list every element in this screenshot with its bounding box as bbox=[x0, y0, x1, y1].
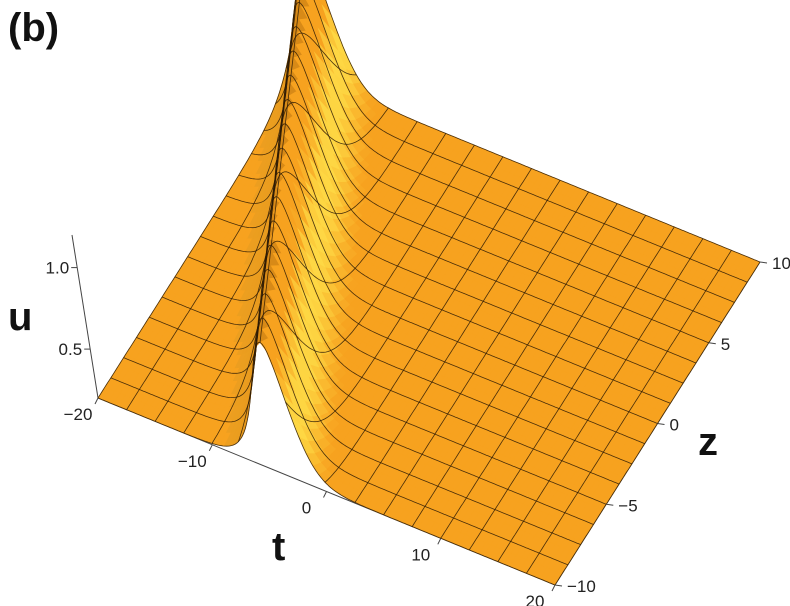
mesh-line-constant-t bbox=[97, 20, 295, 399]
mesh-line-constant-t bbox=[354, 179, 561, 503]
z-tick-mark bbox=[606, 503, 614, 506]
z-tick-label: 10 bbox=[772, 254, 790, 273]
t-axis-title: t bbox=[272, 525, 285, 569]
ridge-crest-line bbox=[259, 0, 301, 343]
u-tick-label: 0.5 bbox=[59, 340, 83, 359]
u-tick-label: 1.0 bbox=[46, 259, 70, 278]
panel-label: (b) bbox=[8, 6, 60, 50]
mesh-line-constant-t bbox=[238, 133, 447, 442]
t-axis-ticks: −20 −10 0 10 20 bbox=[64, 397, 556, 606]
t-tick-label: −20 bbox=[64, 405, 93, 424]
t-tick-mark bbox=[208, 444, 213, 452]
z-tick-label: −10 bbox=[567, 577, 596, 596]
t-tick-mark bbox=[323, 491, 327, 498]
mesh-line-constant-t bbox=[324, 168, 532, 483]
mesh-line-constant-t bbox=[211, 121, 418, 444]
t-tick-label: 0 bbox=[302, 499, 311, 518]
z-tick-mark bbox=[657, 423, 665, 425]
mesh-line-constant-t bbox=[252, 144, 475, 366]
t-tick-mark bbox=[437, 538, 442, 545]
z-tick-label: 5 bbox=[721, 335, 730, 354]
z-axis-title: z bbox=[698, 420, 718, 464]
u-axis-title: u bbox=[8, 295, 32, 339]
surface bbox=[97, 0, 761, 586]
z-tick-mark bbox=[554, 584, 563, 587]
t-tick-label: 10 bbox=[411, 545, 430, 564]
u-axis-ticks: 0.5 1.0 bbox=[46, 259, 91, 359]
z-tick-label: 0 bbox=[670, 416, 679, 435]
z-tick-mark bbox=[759, 261, 768, 264]
mesh-line-constant-t bbox=[383, 191, 589, 516]
mesh-line-constant-t bbox=[154, 32, 357, 422]
surface-mesh bbox=[97, 0, 761, 586]
z-tick-label: −5 bbox=[618, 496, 637, 515]
mesh-line-constant-t bbox=[526, 250, 732, 574]
mesh-line-constant-t bbox=[126, 0, 296, 410]
mesh-line-constant-t bbox=[468, 226, 675, 551]
t-tick-label: 20 bbox=[526, 592, 545, 606]
u-axis-line bbox=[71, 234, 99, 399]
t-tick-mark bbox=[94, 397, 99, 405]
mesh-line-constant-t bbox=[285, 156, 504, 423]
t-tick-mark bbox=[551, 584, 556, 592]
z-axis-ticks: −10 −5 0 5 10 bbox=[554, 254, 790, 596]
mesh-line-constant-t bbox=[440, 214, 647, 539]
mesh-line-constant-t bbox=[411, 203, 618, 527]
z-tick-mark bbox=[708, 342, 716, 345]
t-tick-label: −10 bbox=[178, 452, 207, 471]
mesh-line-constant-t bbox=[497, 238, 704, 562]
